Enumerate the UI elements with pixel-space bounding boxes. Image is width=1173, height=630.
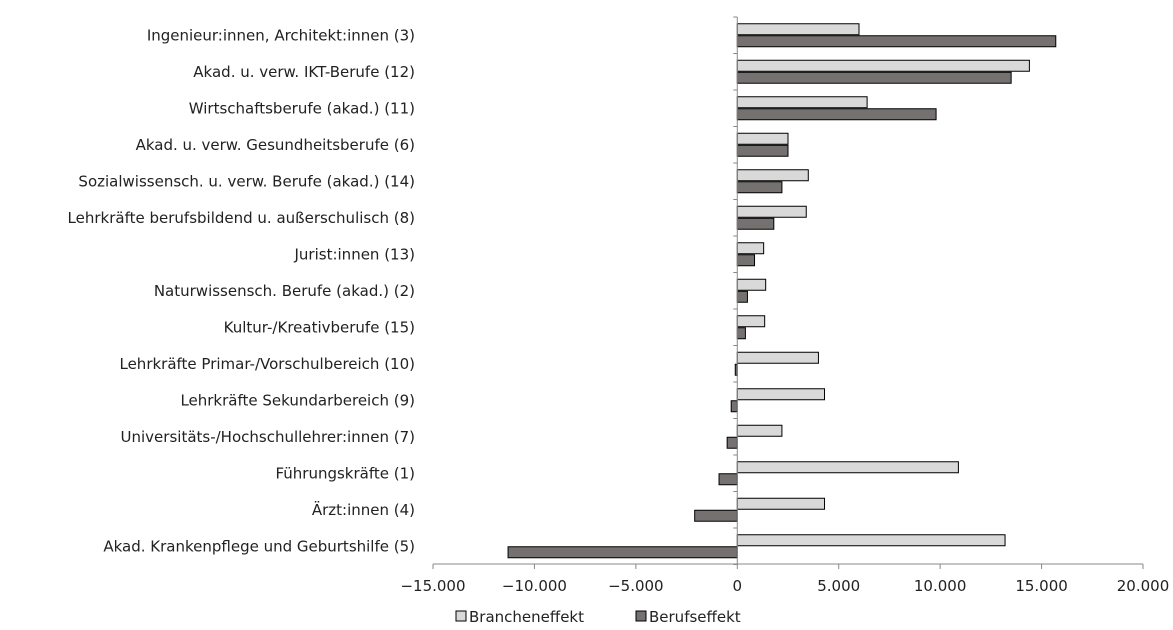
category-label: Ingenieur:innen, Architekt:innen (3) bbox=[147, 26, 415, 44]
legend-swatch bbox=[635, 610, 647, 622]
legend-item-berufseffekt: Berufseffekt bbox=[635, 608, 741, 626]
category-label: Akad. Krankenpflege und Geburtshilfe (5) bbox=[103, 537, 415, 555]
category-labels: Ingenieur:innen, Architekt:innen (3) Akad… bbox=[68, 26, 415, 555]
bar-brancheneffekt bbox=[736, 388, 826, 401]
legend-item-brancheneffekt: Brancheneffekt bbox=[455, 608, 584, 626]
category-label: Sozialwissensch. u. verw. Berufe (akad.)… bbox=[78, 172, 415, 190]
bar-berufseffekt bbox=[730, 400, 738, 413]
legend-label: Berufseffekt bbox=[649, 608, 741, 626]
category-label: Lehrkräfte berufsbildend u. außerschulis… bbox=[68, 209, 415, 227]
bar-berufseffekt bbox=[736, 290, 748, 303]
bar-brancheneffekt bbox=[736, 242, 765, 255]
bar-berufseffekt bbox=[507, 546, 738, 559]
legend-swatch bbox=[455, 610, 467, 622]
legend: Brancheneffekt Berufseffekt bbox=[455, 608, 741, 626]
bar-brancheneffekt bbox=[736, 278, 767, 291]
x-tick-label: 5.000 bbox=[817, 577, 860, 595]
bar-berufseffekt bbox=[736, 217, 775, 230]
bar-berufseffekt bbox=[694, 509, 738, 522]
category-label: Universitäts-/Hochschullehrer:innen (7) bbox=[121, 428, 415, 446]
category-label: Wirtschaftsberufe (akad.) (11) bbox=[189, 99, 415, 117]
bar-brancheneffekt bbox=[736, 497, 826, 510]
bar-berufseffekt bbox=[736, 327, 746, 340]
x-tick-label: −10.000 bbox=[502, 577, 567, 595]
bar-brancheneffekt bbox=[736, 132, 789, 145]
category-label: Lehrkräfte Sekundarbereich (9) bbox=[180, 391, 415, 409]
bars bbox=[507, 23, 1057, 559]
bar-berufseffekt bbox=[736, 35, 1057, 48]
bar-berufseffekt bbox=[736, 144, 789, 157]
bar-brancheneffekt bbox=[736, 23, 860, 36]
bar-brancheneffekt bbox=[736, 96, 868, 109]
bar-brancheneffekt bbox=[736, 205, 807, 218]
bar-brancheneffekt bbox=[736, 169, 809, 182]
category-label: Jurist:innen (13) bbox=[294, 245, 416, 263]
bar-brancheneffekt bbox=[736, 59, 1030, 72]
x-tick-labels: −15.000 −10.000 −5.000 0 5.000 10.000 15.000 20… bbox=[400, 577, 1169, 595]
category-label: Akad. u. verw. IKT-Berufe (12) bbox=[193, 63, 415, 81]
bar-berufseffekt bbox=[718, 473, 738, 486]
category-label: Kultur-/Kreativberufe (15) bbox=[224, 318, 415, 336]
bar-berufseffekt bbox=[736, 108, 937, 121]
x-tick-label: 20.000 bbox=[1117, 577, 1170, 595]
x-tick-label: −5.000 bbox=[608, 577, 664, 595]
bar-brancheneffekt bbox=[736, 315, 766, 328]
bar-brancheneffekt bbox=[736, 424, 783, 437]
category-label: Lehrkräfte Primar-/Vorschulbereich (10) bbox=[119, 355, 415, 373]
category-label: Akad. u. verw. Gesundheitsberufe (6) bbox=[136, 136, 415, 154]
x-tick-label: 15.000 bbox=[1015, 577, 1068, 595]
x-tick-label: 0 bbox=[733, 577, 743, 595]
bar-berufseffekt bbox=[736, 71, 1012, 84]
bar-berufseffekt bbox=[736, 254, 756, 267]
x-tick-label: −15.000 bbox=[400, 577, 465, 595]
bar-brancheneffekt bbox=[736, 534, 1006, 547]
bar-brancheneffekt bbox=[736, 351, 819, 364]
category-label: Ärzt:innen (4) bbox=[312, 500, 415, 519]
bar-berufseffekt bbox=[726, 436, 738, 449]
x-tick-label: 10.000 bbox=[914, 577, 967, 595]
axes bbox=[432, 16, 1144, 569]
category-label: Naturwissensch. Berufe (akad.) (2) bbox=[154, 282, 415, 300]
legend-label: Brancheneffekt bbox=[469, 608, 584, 626]
category-label: Führungskräfte (1) bbox=[275, 464, 415, 482]
bar-brancheneffekt bbox=[736, 461, 959, 474]
bar-berufseffekt bbox=[736, 181, 783, 194]
